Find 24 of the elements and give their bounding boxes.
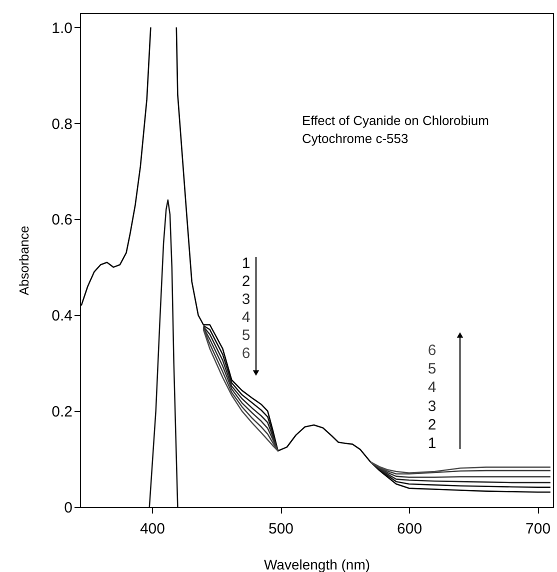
y-tick-label: 0.8 (52, 116, 72, 133)
text: Effect of Cyanide on Chlorobium Cytochrome c-553 (302, 113, 489, 146)
series-label: 5 (242, 327, 250, 344)
text: 6 (428, 342, 436, 359)
y-tick-label: 0.4 (52, 308, 72, 325)
x-tick-label: 500 (268, 520, 294, 538)
text: 3 (242, 291, 250, 308)
text: 4 (242, 309, 250, 326)
text: 4 (428, 379, 436, 396)
series-label: 6 (242, 345, 250, 362)
text: 2 (428, 416, 436, 434)
text: 2 (242, 273, 250, 290)
x-tick-label: 600 (397, 520, 422, 538)
y-axis-title: Absorbance (16, 226, 32, 296)
text: 5 (428, 360, 436, 378)
text: 1 (428, 435, 436, 452)
y-tick-label: 1.0 (52, 20, 72, 37)
x-tick-label: 700 (526, 520, 551, 538)
y-tick-label: 0 (64, 500, 72, 516)
y-tick-label: 0.2 (52, 404, 72, 421)
y-tick-label: 0.6 (52, 212, 72, 229)
text: 3 (428, 398, 436, 415)
x-tick-label: 400 (140, 520, 165, 538)
text: 1 (242, 255, 250, 272)
